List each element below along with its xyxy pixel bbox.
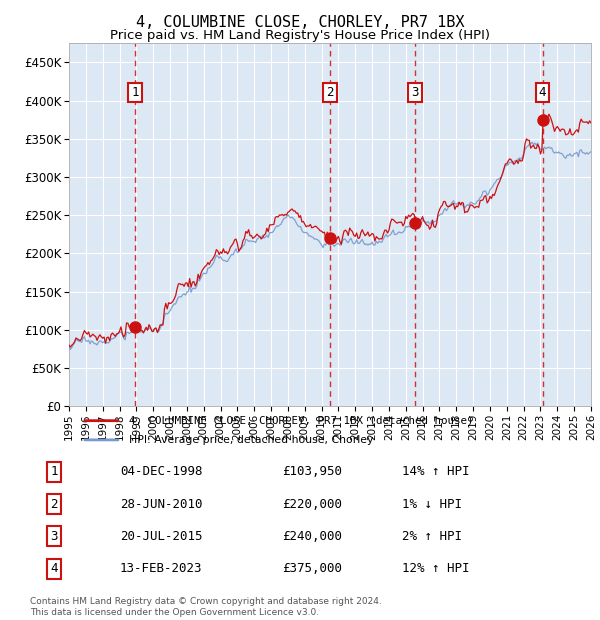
Text: HPI: Average price, detached house, Chorley: HPI: Average price, detached house, Chor… [130,435,374,445]
Text: 4: 4 [50,562,58,575]
Text: Contains HM Land Registry data © Crown copyright and database right 2024.
This d: Contains HM Land Registry data © Crown c… [30,598,382,617]
Text: Price paid vs. HM Land Registry's House Price Index (HPI): Price paid vs. HM Land Registry's House … [110,29,490,42]
Text: 2% ↑ HPI: 2% ↑ HPI [402,530,462,542]
Text: 3: 3 [50,530,58,542]
Text: 4, COLUMBINE CLOSE, CHORLEY, PR7 1BX: 4, COLUMBINE CLOSE, CHORLEY, PR7 1BX [136,15,464,30]
Text: 14% ↑ HPI: 14% ↑ HPI [402,466,470,478]
Text: 2: 2 [50,498,58,510]
Text: 28-JUN-2010: 28-JUN-2010 [120,498,203,510]
Text: £220,000: £220,000 [282,498,342,510]
Text: 1: 1 [50,466,58,478]
Text: £375,000: £375,000 [282,562,342,575]
Text: 20-JUL-2015: 20-JUL-2015 [120,530,203,542]
Text: 1% ↓ HPI: 1% ↓ HPI [402,498,462,510]
Text: 12% ↑ HPI: 12% ↑ HPI [402,562,470,575]
Text: 1: 1 [131,86,139,99]
Text: 13-FEB-2023: 13-FEB-2023 [120,562,203,575]
Text: 4: 4 [539,86,546,99]
Text: 3: 3 [411,86,419,99]
Text: 2: 2 [326,86,334,99]
Text: £103,950: £103,950 [282,466,342,478]
Text: 04-DEC-1998: 04-DEC-1998 [120,466,203,478]
Text: 4, COLUMBINE CLOSE, CHORLEY, PR7 1BX (detached house): 4, COLUMBINE CLOSE, CHORLEY, PR7 1BX (de… [130,415,474,426]
Text: £240,000: £240,000 [282,530,342,542]
